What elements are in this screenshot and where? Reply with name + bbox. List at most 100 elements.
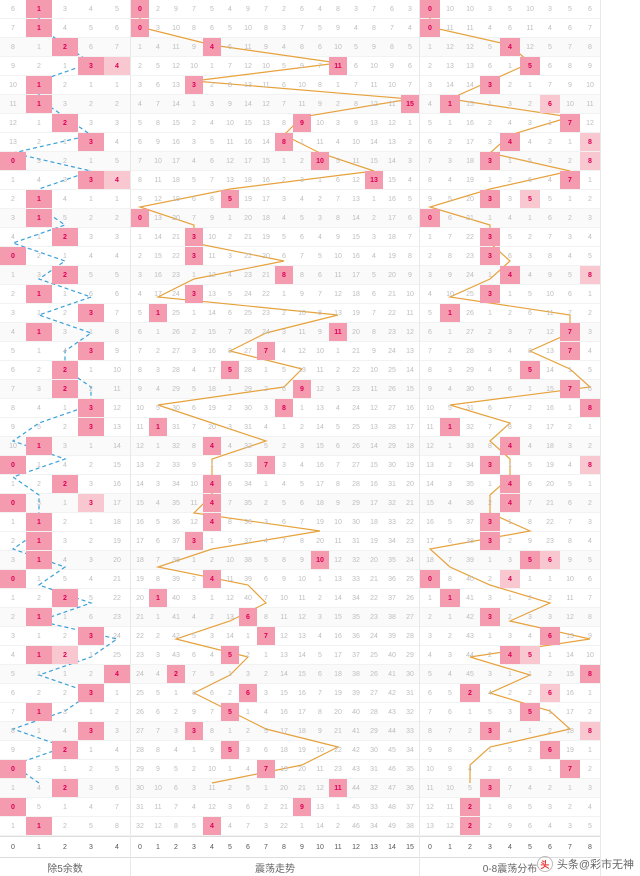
filler-cell: 15 bbox=[460, 95, 480, 113]
filler-cell: 7 bbox=[185, 665, 203, 683]
filler-cell: 8 bbox=[185, 684, 203, 702]
filler-cell: 28 bbox=[383, 418, 401, 436]
filler-cell: 3 bbox=[185, 133, 203, 151]
filler-cell: 7 bbox=[0, 380, 26, 398]
filler-cell: 10 bbox=[560, 570, 580, 588]
filler-cell: 1 bbox=[329, 342, 347, 360]
filler-cell: 24 bbox=[383, 342, 401, 360]
filler-cell: 12 bbox=[221, 152, 239, 170]
filler-cell: 25 bbox=[131, 684, 149, 702]
filler-cell: 39 bbox=[383, 627, 401, 645]
data-row: 010103510356 bbox=[420, 0, 600, 19]
hit-cell: 4 bbox=[500, 570, 520, 588]
filler-cell: 11 bbox=[0, 95, 26, 113]
filler-cell: 19 bbox=[329, 684, 347, 702]
filler-cell: 4 bbox=[440, 665, 460, 683]
filler-cell: 31 bbox=[401, 684, 419, 702]
filler-cell: 11 bbox=[275, 608, 293, 626]
filler-cell: 17 bbox=[460, 133, 480, 151]
hit-cell: 8 bbox=[580, 152, 600, 170]
filler-cell: 9 bbox=[293, 57, 311, 75]
filler-cell: 1 bbox=[52, 399, 78, 417]
hit-cell: 0 bbox=[0, 494, 26, 512]
filler-cell: 3 bbox=[26, 152, 52, 170]
data-row: 112118 bbox=[0, 513, 130, 532]
filler-cell: 21 bbox=[275, 798, 293, 816]
filler-cell: 34 bbox=[365, 817, 383, 835]
data-row: 61345 bbox=[0, 0, 130, 19]
filler-cell: 7 bbox=[420, 152, 440, 170]
filler-cell: 23 bbox=[167, 266, 185, 284]
filler-cell: 6 bbox=[0, 0, 26, 18]
filler-cell: 3 bbox=[500, 551, 520, 569]
filler-cell: 4 bbox=[78, 798, 104, 816]
axis-tick: 8 bbox=[275, 838, 293, 856]
filler-cell: 2 bbox=[52, 513, 78, 531]
filler-cell: 6 bbox=[500, 19, 520, 37]
data-row: 434424511410 bbox=[420, 646, 600, 665]
filler-cell: 14 bbox=[203, 304, 221, 322]
hit-cell: 3 bbox=[480, 76, 500, 94]
filler-cell: 3 bbox=[520, 114, 540, 132]
data-row: 0621141623 bbox=[420, 209, 600, 228]
hit-cell: 0 bbox=[131, 19, 149, 37]
data-row: 1433410463414517828163120 bbox=[131, 475, 419, 494]
filler-cell: 14 bbox=[311, 817, 329, 835]
filler-cell: 4 bbox=[329, 133, 347, 151]
filler-cell: 22 bbox=[131, 627, 149, 645]
filler-cell: 9 bbox=[420, 190, 440, 208]
data-row: 122316 bbox=[0, 475, 130, 494]
filler-cell: 3 bbox=[78, 779, 104, 797]
filler-cell: 7 bbox=[401, 76, 419, 94]
filler-cell: 7 bbox=[580, 19, 600, 37]
filler-cell: 4 bbox=[221, 437, 239, 455]
filler-cell: 21 bbox=[540, 494, 560, 512]
filler-cell: 21 bbox=[293, 779, 311, 797]
data-row: 08402411106 bbox=[420, 570, 600, 589]
filler-cell: 4 bbox=[221, 0, 239, 18]
filler-cell: 5 bbox=[420, 665, 440, 683]
filler-cell: 4 bbox=[26, 171, 52, 189]
filler-cell: 8 bbox=[167, 817, 185, 835]
filler-cell: 2 bbox=[293, 418, 311, 436]
filler-cell: 32 bbox=[347, 551, 365, 569]
data-row: 111327831721 bbox=[420, 418, 600, 437]
filler-cell: 4 bbox=[203, 114, 221, 132]
filler-cell: 1 bbox=[329, 76, 347, 94]
filler-cell: 3 bbox=[203, 627, 221, 645]
hit-cell: 3 bbox=[185, 285, 203, 303]
filler-cell: 6 bbox=[580, 380, 600, 398]
filler-cell: 10 bbox=[440, 0, 460, 18]
filler-cell: 11 bbox=[520, 19, 540, 37]
hit-cell: 5 bbox=[221, 646, 239, 664]
hit-cell: 8 bbox=[580, 133, 600, 151]
filler-cell: 1 bbox=[78, 323, 104, 341]
axis-tick: 15 bbox=[401, 838, 419, 856]
filler-cell: 1 bbox=[520, 665, 540, 683]
data-row: 3111741236221913145334837 bbox=[131, 798, 419, 817]
filler-cell: 3 bbox=[540, 798, 560, 816]
filler-cell: 40 bbox=[239, 589, 257, 607]
filler-cell: 14 bbox=[365, 437, 383, 455]
filler-cell: 9 bbox=[293, 551, 311, 569]
filler-cell: 10 bbox=[104, 361, 130, 379]
filler-cell: 5 bbox=[131, 304, 149, 322]
filler-cell: 2 bbox=[0, 190, 26, 208]
axis-tick: 6 bbox=[239, 838, 257, 856]
filler-cell: 6 bbox=[500, 380, 520, 398]
filler-cell: 11 bbox=[293, 323, 311, 341]
filler-cell: 9 bbox=[0, 418, 26, 436]
hit-cell: 10 bbox=[311, 551, 329, 569]
filler-cell: 5 bbox=[329, 152, 347, 170]
filler-cell: 2 bbox=[239, 646, 257, 664]
filler-cell: 5 bbox=[480, 703, 500, 721]
filler-cell: 37 bbox=[460, 513, 480, 531]
filler-cell: 30 bbox=[365, 741, 383, 759]
filler-cell: 7 bbox=[560, 38, 580, 56]
filler-cell: 41 bbox=[167, 608, 185, 626]
filler-cell: 9 bbox=[401, 266, 419, 284]
filler-cell: 20 bbox=[167, 209, 185, 227]
filler-cell: 3 bbox=[520, 608, 540, 626]
filler-cell: 13 bbox=[131, 456, 149, 474]
filler-cell: 31 bbox=[239, 418, 257, 436]
